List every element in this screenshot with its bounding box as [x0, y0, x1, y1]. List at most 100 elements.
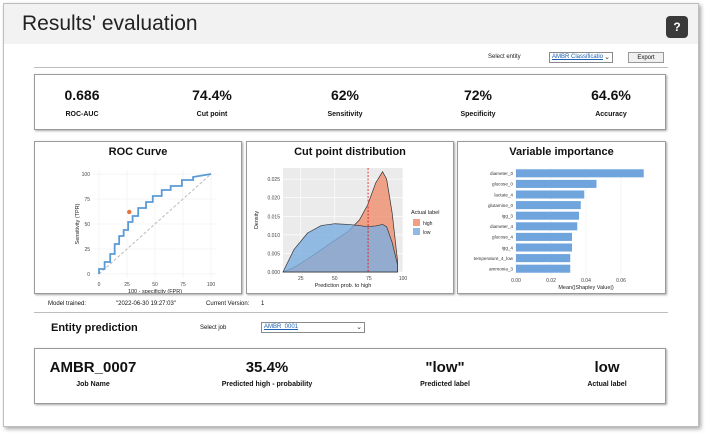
- pred-label: Predicted high - probability: [221, 381, 313, 388]
- distribution-title: Cut point distribution: [294, 146, 406, 158]
- metric-value: 74.4%: [192, 87, 232, 103]
- density-area-low: [282, 223, 398, 273]
- header-bar: Results' evaluation ?: [4, 4, 698, 44]
- metric-cut-point: 74.4% Cut point: [177, 87, 247, 118]
- y-tick-label: 50: [84, 222, 90, 228]
- distribution-card: Cut point distribution 0.000 0.005 0.010 0.…: [246, 141, 454, 294]
- job-select[interactable]: AMBR_0001 ⌄: [261, 322, 365, 333]
- importance-bar: [516, 243, 572, 252]
- pred-label: Actual label: [587, 381, 627, 388]
- importance-bar: [516, 169, 644, 178]
- importance-bar: [516, 201, 581, 210]
- importance-bar: [516, 232, 572, 241]
- category-label: glutamine_0: [488, 203, 513, 208]
- select-job-label: Select job: [200, 325, 227, 331]
- legend-label-low: low: [423, 230, 431, 236]
- x-tick-label: 25: [298, 276, 304, 282]
- chevron-down-icon: ⌄: [604, 54, 610, 61]
- version-label: Current Version:: [206, 301, 250, 307]
- x-tick-label: 25: [124, 282, 130, 288]
- importance-bar: [516, 190, 585, 199]
- y-tick-label: 0.025: [267, 177, 280, 183]
- pred-value: 35.4%: [245, 359, 289, 376]
- importance-bar: [516, 264, 571, 273]
- pred-label: Job Name: [76, 381, 110, 388]
- pred-job-name: AMBR_0007 Job Name: [41, 359, 145, 388]
- x-tick-label: 100: [399, 276, 408, 282]
- x-axis-label: Mean(|Shapley Value|): [558, 285, 614, 291]
- x-tick-label: 50: [332, 276, 338, 282]
- metric-label: Cut point: [196, 111, 228, 118]
- legend-label-high: high: [423, 221, 433, 227]
- importance-bar: [516, 222, 578, 231]
- pred-label: "low" Predicted label: [405, 359, 485, 388]
- pred-probability: 35.4% Predicted high - probability: [197, 359, 337, 388]
- x-tick-label: 0: [98, 282, 101, 288]
- pred-value: "low": [425, 359, 465, 376]
- y-tick-label: 25: [84, 247, 90, 253]
- x-tick-label: 100: [207, 282, 216, 288]
- app-window: Results' evaluation ? Select entity AMBR…: [3, 3, 699, 427]
- x-tick-label: 0.00: [511, 278, 521, 284]
- x-axis-label: 100 - specificity (FPR): [128, 289, 182, 293]
- x-tick-label: 0.06: [616, 278, 626, 284]
- export-button[interactable]: Export: [628, 52, 664, 63]
- chevron-down-icon: ⌄: [356, 324, 362, 331]
- metrics-card: 0.686 ROC-AUC 74.4% Cut point 62% Sensitivi…: [34, 74, 666, 130]
- metric-sensitivity: 62% Sensitivity: [310, 87, 380, 118]
- help-button[interactable]: ?: [666, 16, 688, 38]
- metric-label: Sensitivity: [327, 111, 363, 118]
- metric-value: 0.686: [64, 87, 100, 103]
- cut-point-marker: [127, 209, 132, 215]
- legend-title: Actual label: [411, 210, 439, 216]
- distribution-chart: 0.000 0.005 0.010 0.015 0.020 0.025 25 50 75 100 P…: [254, 168, 439, 289]
- entity-prediction-title: Entity prediction: [51, 322, 138, 334]
- x-tick-label: 0.04: [581, 278, 591, 284]
- x-tick-label: 75: [366, 276, 372, 282]
- metric-accuracy: 64.6% Accuracy: [571, 87, 651, 118]
- metric-roc-auc: 0.686 ROC-AUC: [47, 87, 117, 118]
- pred-label: Predicted label: [420, 381, 470, 388]
- category-label: glucose_0: [492, 182, 513, 187]
- importance-bar: [516, 179, 597, 188]
- roc-title: ROC Curve: [108, 146, 168, 158]
- category-label: temperature_4_low: [474, 256, 514, 261]
- y-tick-label: 75: [84, 197, 90, 203]
- page-title: Results' evaluation: [22, 12, 198, 35]
- importance-card: Variable importance 0.00 0.02 0.04 0.06 diam…: [457, 141, 666, 294]
- y-tick-label: 0.010: [267, 233, 280, 239]
- x-axis-label: Prediction prob. to high: [315, 283, 372, 289]
- entity-select-value: AMBR Classificatio: [552, 54, 604, 60]
- category-label: ammonia_3: [489, 267, 513, 272]
- roc-curve: [98, 173, 212, 274]
- importance-chart: 0.00 0.02 0.04 0.06 diameter_0 glucose_0lacta…: [474, 168, 656, 291]
- metric-value: 62%: [330, 87, 360, 103]
- roc-chart: 0 0 25 25 50 50 75 75 100 100 100 - specificity (F…: [75, 170, 217, 293]
- entity-select[interactable]: AMBR Classificatio ⌄: [549, 52, 613, 63]
- metric-value: 64.6%: [591, 87, 631, 103]
- y-tick-label: 0.020: [267, 196, 280, 202]
- category-label: igg_4: [502, 245, 514, 250]
- actual-label: low Actual label: [567, 359, 647, 388]
- importance-bar: [516, 254, 571, 263]
- metric-label: Accuracy: [595, 111, 627, 118]
- y-tick-label: 100: [82, 172, 91, 178]
- divider: [34, 312, 668, 313]
- metric-specificity: 72% Specificity: [443, 87, 513, 118]
- category-label: diameter_4: [490, 224, 513, 229]
- y-axis-label: Density: [254, 211, 260, 230]
- diagonal-line: [98, 173, 212, 275]
- roc-card: ROC Curve 0 0 25 25 50 50 75 75 100 100 100 - spec…: [34, 141, 242, 294]
- category-label: lactate_4: [494, 192, 513, 197]
- metric-value: 72%: [463, 87, 493, 103]
- y-tick-label: 0.015: [267, 214, 280, 220]
- select-entity-label: Select entity: [488, 54, 521, 60]
- y-axis-label: Sensitivity (TPR): [75, 203, 81, 244]
- x-tick-label: 75: [180, 282, 186, 288]
- model-trained-value: "2022-06-30 19:27:03": [116, 301, 176, 307]
- category-label: diameter_0: [490, 171, 513, 176]
- pred-value: low: [594, 359, 620, 376]
- metric-label: ROC-AUC: [65, 111, 99, 118]
- job-select-value: AMBR_0001: [264, 324, 299, 330]
- version-value: 1: [261, 301, 265, 307]
